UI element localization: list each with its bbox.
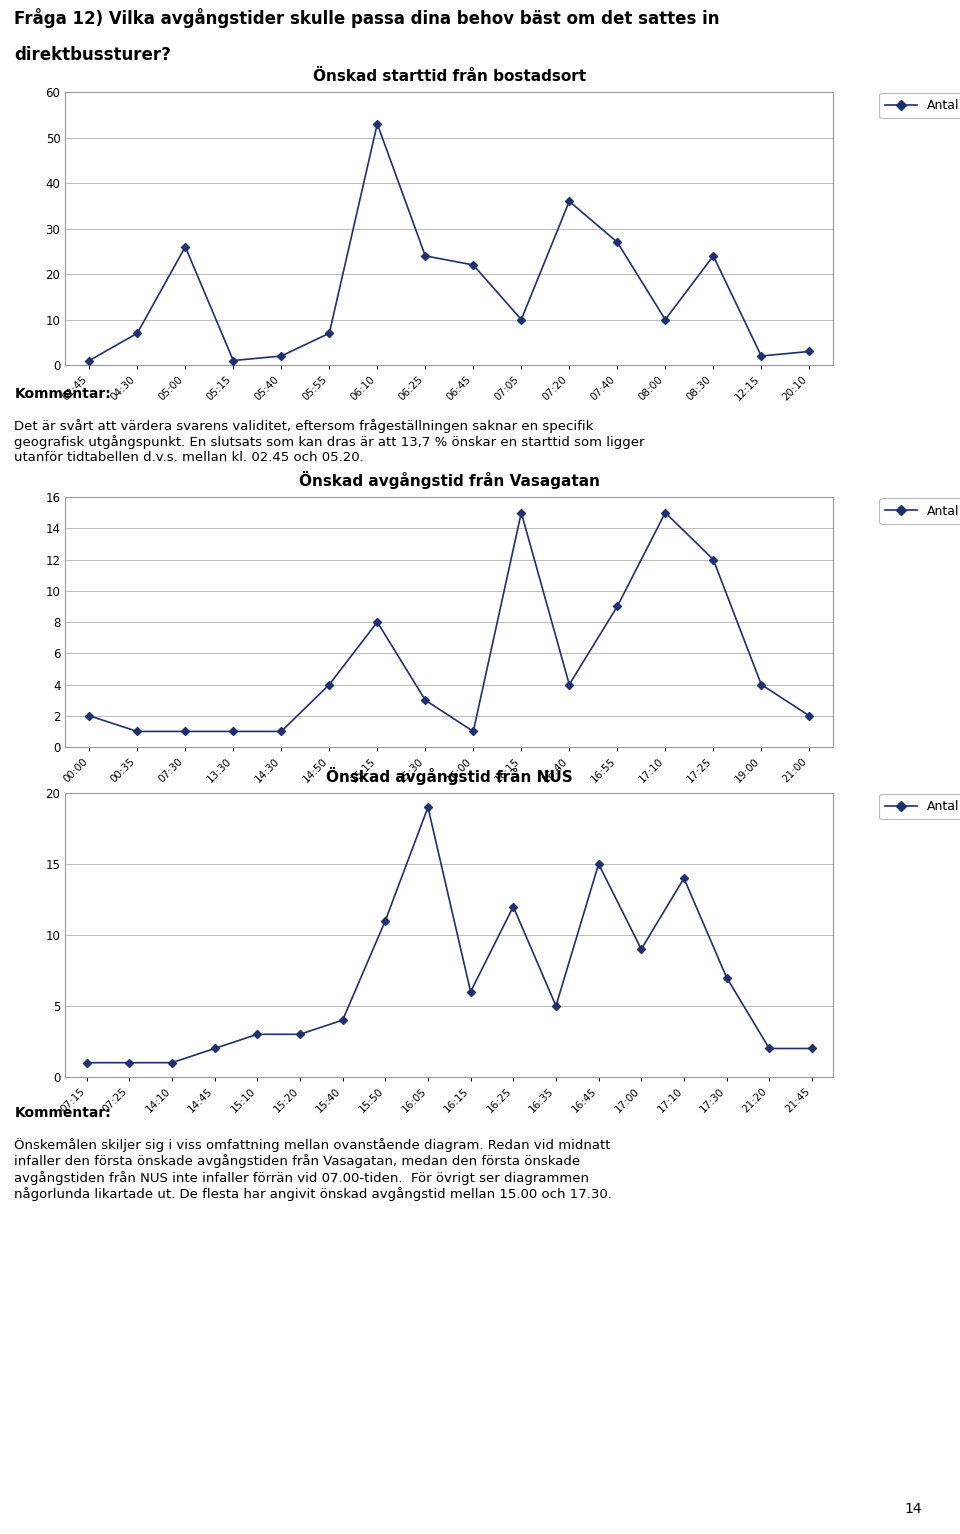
Text: Kommentar:: Kommentar:: [14, 1106, 111, 1120]
Text: direktbussturer?: direktbussturer?: [14, 46, 171, 64]
Legend: Antal: Antal: [879, 499, 960, 523]
Text: 14: 14: [904, 1502, 922, 1516]
Text: Fråga 12) Vilka avgångstider skulle passa dina behov bäst om det sattes in: Fråga 12) Vilka avgångstider skulle pass…: [14, 8, 720, 28]
Text: Önskemålen skiljer sig i viss omfattning mellan ovanstående diagram. Redan vid m: Önskemålen skiljer sig i viss omfattning…: [14, 1138, 612, 1201]
Title: Önskad starttid från bostadsort: Önskad starttid från bostadsort: [313, 69, 586, 84]
Title: Önskad avgångstid från Vasagatan: Önskad avgångstid från Vasagatan: [299, 471, 600, 489]
Text: Kommentar:: Kommentar:: [14, 387, 111, 400]
Text: Det är svårt att värdera svarens validitet, eftersom frågeställningen saknar en : Det är svårt att värdera svarens validit…: [14, 419, 645, 463]
Legend: Antal: Antal: [879, 94, 960, 118]
Legend: Antal: Antal: [879, 793, 960, 819]
Title: Önskad avgångstid från NUS: Önskad avgångstid från NUS: [325, 767, 573, 785]
